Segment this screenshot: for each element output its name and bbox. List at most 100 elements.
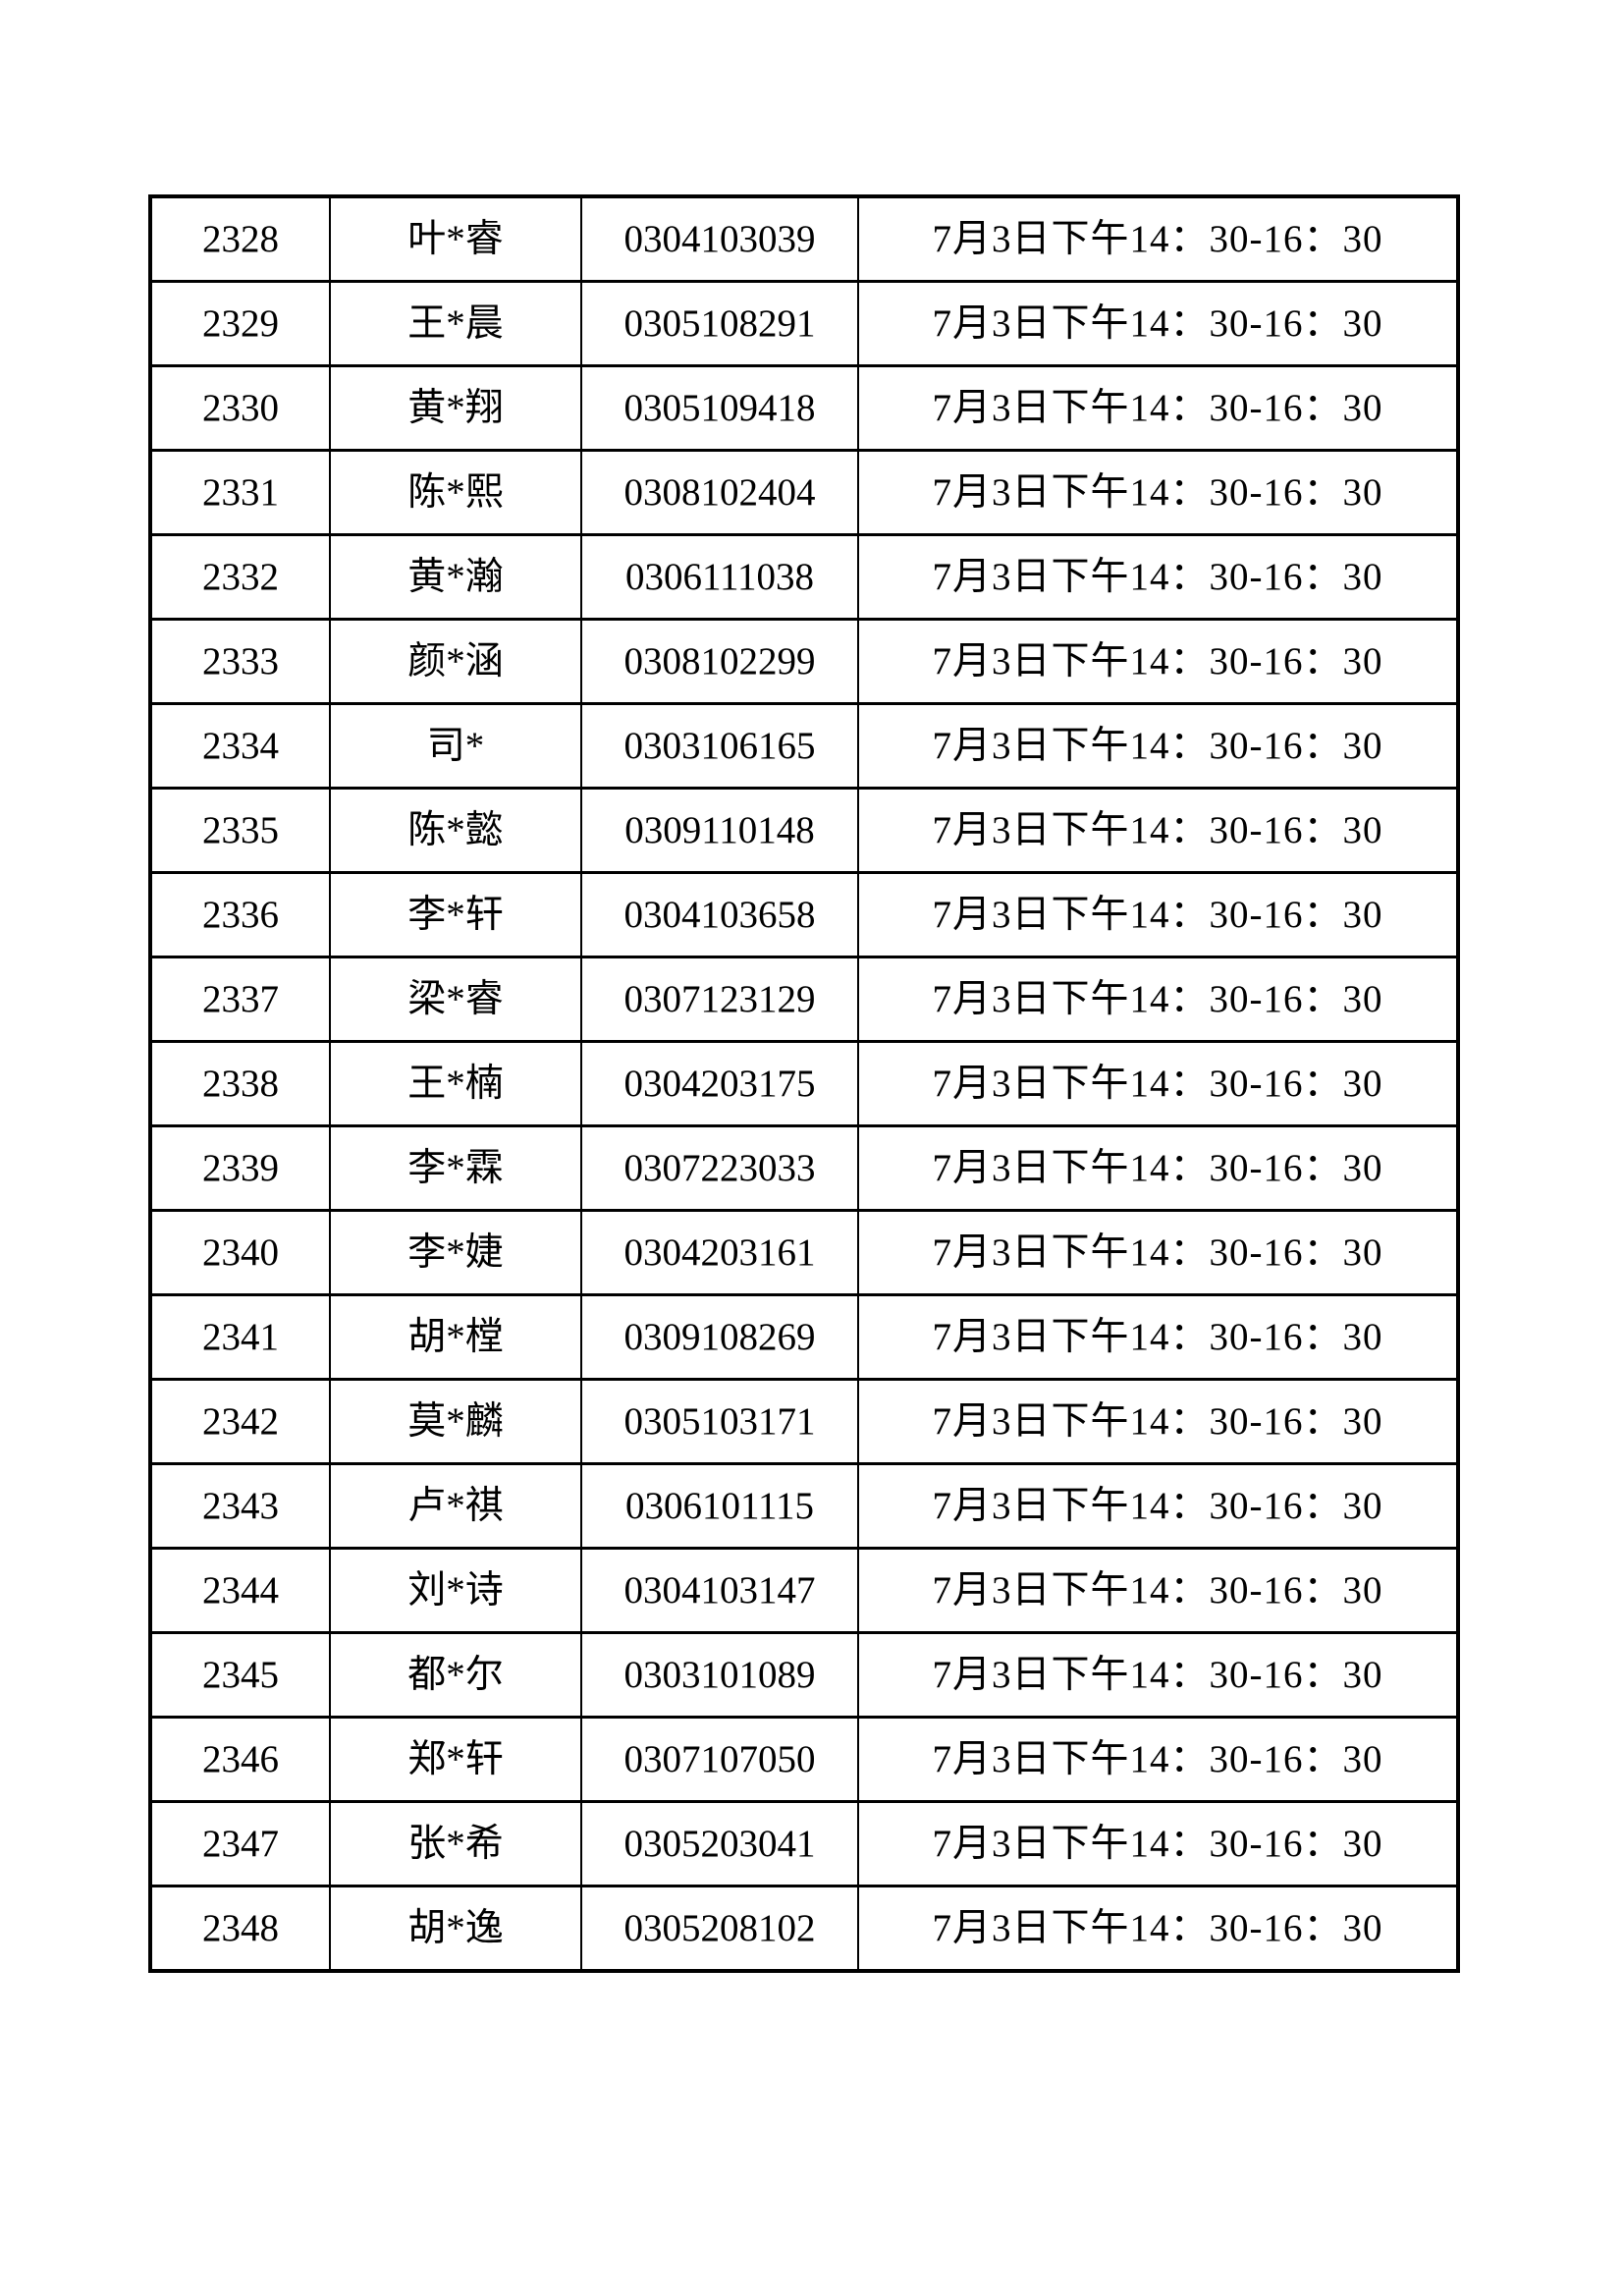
table-row: 2348 胡*逸 0305208102 7月3日下午14：30-16：30 (149, 1885, 1459, 1973)
cell-exam-time: 7月3日下午14：30-16：30 (857, 1293, 1459, 1381)
table-row: 2335 陈*懿 0309110148 7月3日下午14：30-16：30 (149, 787, 1459, 874)
table-row: 2346 郑*轩 0307107050 7月3日下午14：30-16：30 (149, 1716, 1459, 1803)
cell-candidate-name: 张*希 (329, 1800, 582, 1887)
cell-candidate-id: 0308102299 (580, 618, 859, 705)
cell-candidate-name: 叶*睿 (329, 194, 582, 283)
cell-candidate-id: 0303101089 (580, 1631, 859, 1719)
cell-candidate-id: 0306111038 (580, 533, 859, 621)
cell-candidate-id: 0304103147 (580, 1547, 859, 1634)
cell-candidate-id: 0305109418 (580, 364, 859, 452)
cell-exam-time: 7月3日下午14：30-16：30 (857, 702, 1459, 790)
table-row: 2333 颜*涵 0308102299 7月3日下午14：30-16：30 (149, 618, 1459, 705)
table-row: 2331 陈*熙 0308102404 7月3日下午14：30-16：30 (149, 449, 1459, 536)
cell-candidate-name: 都*尔 (329, 1631, 582, 1719)
cell-candidate-name: 卢*祺 (329, 1462, 582, 1550)
cell-sequence-number: 2341 (149, 1293, 331, 1381)
cell-candidate-name: 黄*翔 (329, 364, 582, 452)
cell-candidate-id: 0305208102 (580, 1885, 859, 1973)
cell-exam-time: 7月3日下午14：30-16：30 (857, 533, 1459, 621)
cell-candidate-name: 李*轩 (329, 871, 582, 958)
cell-candidate-id: 0307223033 (580, 1124, 859, 1212)
cell-sequence-number: 2339 (149, 1124, 331, 1212)
cell-exam-time: 7月3日下午14：30-16：30 (857, 1885, 1459, 1973)
cell-exam-time: 7月3日下午14：30-16：30 (857, 956, 1459, 1043)
cell-sequence-number: 2347 (149, 1800, 331, 1887)
table-row: 2329 王*晨 0305108291 7月3日下午14：30-16：30 (149, 280, 1459, 367)
cell-candidate-name: 胡*樘 (329, 1293, 582, 1381)
cell-exam-time: 7月3日下午14：30-16：30 (857, 1378, 1459, 1465)
cell-sequence-number: 2328 (149, 194, 331, 283)
cell-candidate-name: 刘*诗 (329, 1547, 582, 1634)
cell-sequence-number: 2337 (149, 956, 331, 1043)
cell-exam-time: 7月3日下午14：30-16：30 (857, 1040, 1459, 1127)
table-row: 2330 黄*翔 0305109418 7月3日下午14：30-16：30 (149, 364, 1459, 452)
table-row: 2342 莫*麟 0305103171 7月3日下午14：30-16：30 (149, 1378, 1459, 1465)
cell-sequence-number: 2334 (149, 702, 331, 790)
cell-exam-time: 7月3日下午14：30-16：30 (857, 1462, 1459, 1550)
table-row: 2338 王*楠 0304203175 7月3日下午14：30-16：30 (149, 1040, 1459, 1127)
cell-exam-time: 7月3日下午14：30-16：30 (857, 449, 1459, 536)
cell-exam-time: 7月3日下午14：30-16：30 (857, 1800, 1459, 1887)
cell-candidate-name: 陈*熙 (329, 449, 582, 536)
cell-exam-time: 7月3日下午14：30-16：30 (857, 280, 1459, 367)
cell-candidate-id: 0309110148 (580, 787, 859, 874)
cell-candidate-id: 0303106165 (580, 702, 859, 790)
table-row: 2347 张*希 0305203041 7月3日下午14：30-16：30 (149, 1800, 1459, 1887)
exam-schedule-table-container: 2328 叶*睿 0304103039 7月3日下午14：30-16：30 2329 王*… (148, 194, 1460, 1973)
table-row: 2344 刘*诗 0304103147 7月3日下午14：30-16：30 (149, 1547, 1459, 1634)
table-row: 2337 梁*睿 0307123129 7月3日下午14：30-16：30 (149, 956, 1459, 1043)
cell-candidate-id: 0304203175 (580, 1040, 859, 1127)
cell-sequence-number: 2333 (149, 618, 331, 705)
cell-exam-time: 7月3日下午14：30-16：30 (857, 1547, 1459, 1634)
cell-candidate-name: 胡*逸 (329, 1885, 582, 1973)
cell-candidate-name: 黄*瀚 (329, 533, 582, 621)
table-row: 2339 李*霖 0307223033 7月3日下午14：30-16：30 (149, 1124, 1459, 1212)
cell-candidate-id: 0305103171 (580, 1378, 859, 1465)
cell-candidate-name: 王*楠 (329, 1040, 582, 1127)
cell-sequence-number: 2345 (149, 1631, 331, 1719)
table-row: 2345 都*尔 0303101089 7月3日下午14：30-16：30 (149, 1631, 1459, 1719)
cell-sequence-number: 2343 (149, 1462, 331, 1550)
table-row: 2332 黄*瀚 0306111038 7月3日下午14：30-16：30 (149, 533, 1459, 621)
cell-candidate-name: 郑*轩 (329, 1716, 582, 1803)
cell-candidate-id: 0304103658 (580, 871, 859, 958)
cell-candidate-id: 0307107050 (580, 1716, 859, 1803)
table-row: 2340 李*婕 0304203161 7月3日下午14：30-16：30 (149, 1209, 1459, 1296)
cell-sequence-number: 2336 (149, 871, 331, 958)
cell-exam-time: 7月3日下午14：30-16：30 (857, 364, 1459, 452)
exam-schedule-table: 2328 叶*睿 0304103039 7月3日下午14：30-16：30 2329 王*… (148, 194, 1460, 1973)
cell-candidate-name: 王*晨 (329, 280, 582, 367)
cell-sequence-number: 2342 (149, 1378, 331, 1465)
cell-candidate-id: 0304203161 (580, 1209, 859, 1296)
cell-exam-time: 7月3日下午14：30-16：30 (857, 871, 1459, 958)
cell-candidate-id: 0306101115 (580, 1462, 859, 1550)
cell-sequence-number: 2335 (149, 787, 331, 874)
cell-sequence-number: 2346 (149, 1716, 331, 1803)
cell-sequence-number: 2331 (149, 449, 331, 536)
cell-sequence-number: 2330 (149, 364, 331, 452)
table-row: 2328 叶*睿 0304103039 7月3日下午14：30-16：30 (149, 194, 1459, 283)
exam-schedule-table-body: 2328 叶*睿 0304103039 7月3日下午14：30-16：30 2329 王*… (149, 194, 1459, 1973)
cell-candidate-id: 0309108269 (580, 1293, 859, 1381)
cell-candidate-id: 0305108291 (580, 280, 859, 367)
cell-exam-time: 7月3日下午14：30-16：30 (857, 1124, 1459, 1212)
cell-candidate-name: 李*婕 (329, 1209, 582, 1296)
table-row: 2343 卢*祺 0306101115 7月3日下午14：30-16：30 (149, 1462, 1459, 1550)
cell-exam-time: 7月3日下午14：30-16：30 (857, 787, 1459, 874)
table-row: 2341 胡*樘 0309108269 7月3日下午14：30-16：30 (149, 1293, 1459, 1381)
cell-sequence-number: 2344 (149, 1547, 331, 1634)
cell-sequence-number: 2340 (149, 1209, 331, 1296)
cell-sequence-number: 2329 (149, 280, 331, 367)
cell-sequence-number: 2332 (149, 533, 331, 621)
cell-sequence-number: 2348 (149, 1885, 331, 1973)
cell-candidate-name: 李*霖 (329, 1124, 582, 1212)
cell-exam-time: 7月3日下午14：30-16：30 (857, 1716, 1459, 1803)
cell-candidate-id: 0307123129 (580, 956, 859, 1043)
cell-candidate-name: 颜*涵 (329, 618, 582, 705)
cell-candidate-id: 0308102404 (580, 449, 859, 536)
cell-exam-time: 7月3日下午14：30-16：30 (857, 618, 1459, 705)
cell-candidate-name: 梁*睿 (329, 956, 582, 1043)
cell-exam-time: 7月3日下午14：30-16：30 (857, 1209, 1459, 1296)
cell-candidate-id: 0305203041 (580, 1800, 859, 1887)
